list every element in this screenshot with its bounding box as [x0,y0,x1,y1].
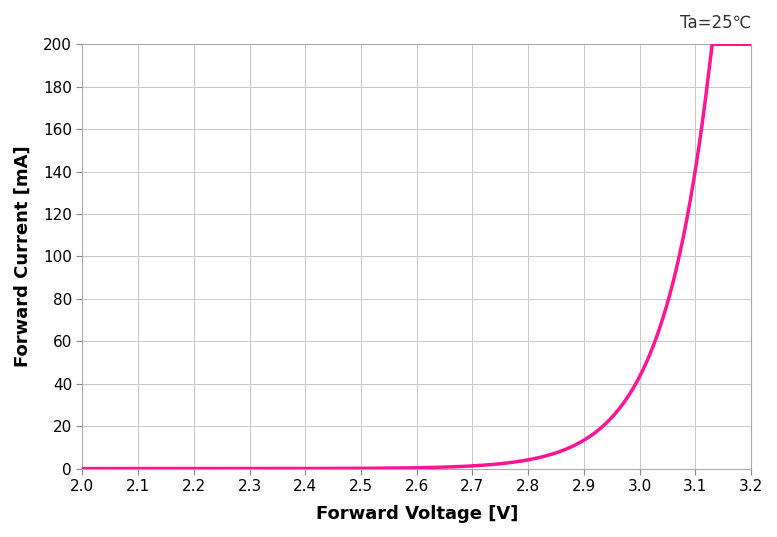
Text: Ta=25℃: Ta=25℃ [680,13,751,32]
Y-axis label: Forward Current [mA]: Forward Current [mA] [14,146,32,367]
X-axis label: Forward Voltage [V]: Forward Voltage [V] [315,505,518,523]
